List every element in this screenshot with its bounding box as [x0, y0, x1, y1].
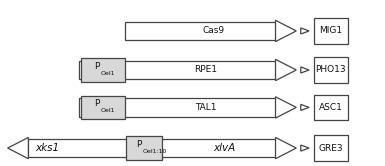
Polygon shape [301, 67, 309, 73]
Text: Oel1: Oel1 [101, 108, 116, 113]
Bar [79, 98, 276, 117]
Text: MIG1: MIG1 [319, 26, 342, 36]
Text: PHO13: PHO13 [315, 65, 346, 75]
Bar [126, 136, 162, 160]
Polygon shape [276, 20, 296, 42]
Text: Oel1:10: Oel1:10 [142, 149, 167, 154]
Polygon shape [276, 97, 296, 118]
Text: xks1: xks1 [35, 143, 59, 153]
Polygon shape [8, 137, 28, 159]
Bar [125, 22, 276, 40]
Bar [81, 58, 125, 82]
Text: Oel1: Oel1 [101, 71, 116, 76]
Text: P: P [136, 140, 141, 149]
Text: P: P [94, 99, 100, 108]
Text: xlvA: xlvA [213, 143, 236, 153]
Text: P: P [94, 62, 100, 71]
Bar [81, 96, 125, 119]
Bar [28, 139, 276, 157]
Text: TAL1: TAL1 [195, 103, 216, 112]
Text: RPE1: RPE1 [194, 65, 217, 75]
Polygon shape [301, 145, 309, 151]
Polygon shape [276, 137, 296, 159]
Polygon shape [301, 28, 309, 34]
Bar [314, 135, 348, 161]
Text: GRE3: GRE3 [318, 144, 343, 153]
Text: Cas9: Cas9 [202, 26, 224, 36]
Polygon shape [276, 59, 296, 81]
Text: ASC1: ASC1 [319, 103, 343, 112]
Bar [314, 95, 348, 120]
Bar [79, 61, 276, 79]
Bar [314, 18, 348, 43]
Bar [314, 57, 348, 83]
Polygon shape [301, 104, 309, 110]
